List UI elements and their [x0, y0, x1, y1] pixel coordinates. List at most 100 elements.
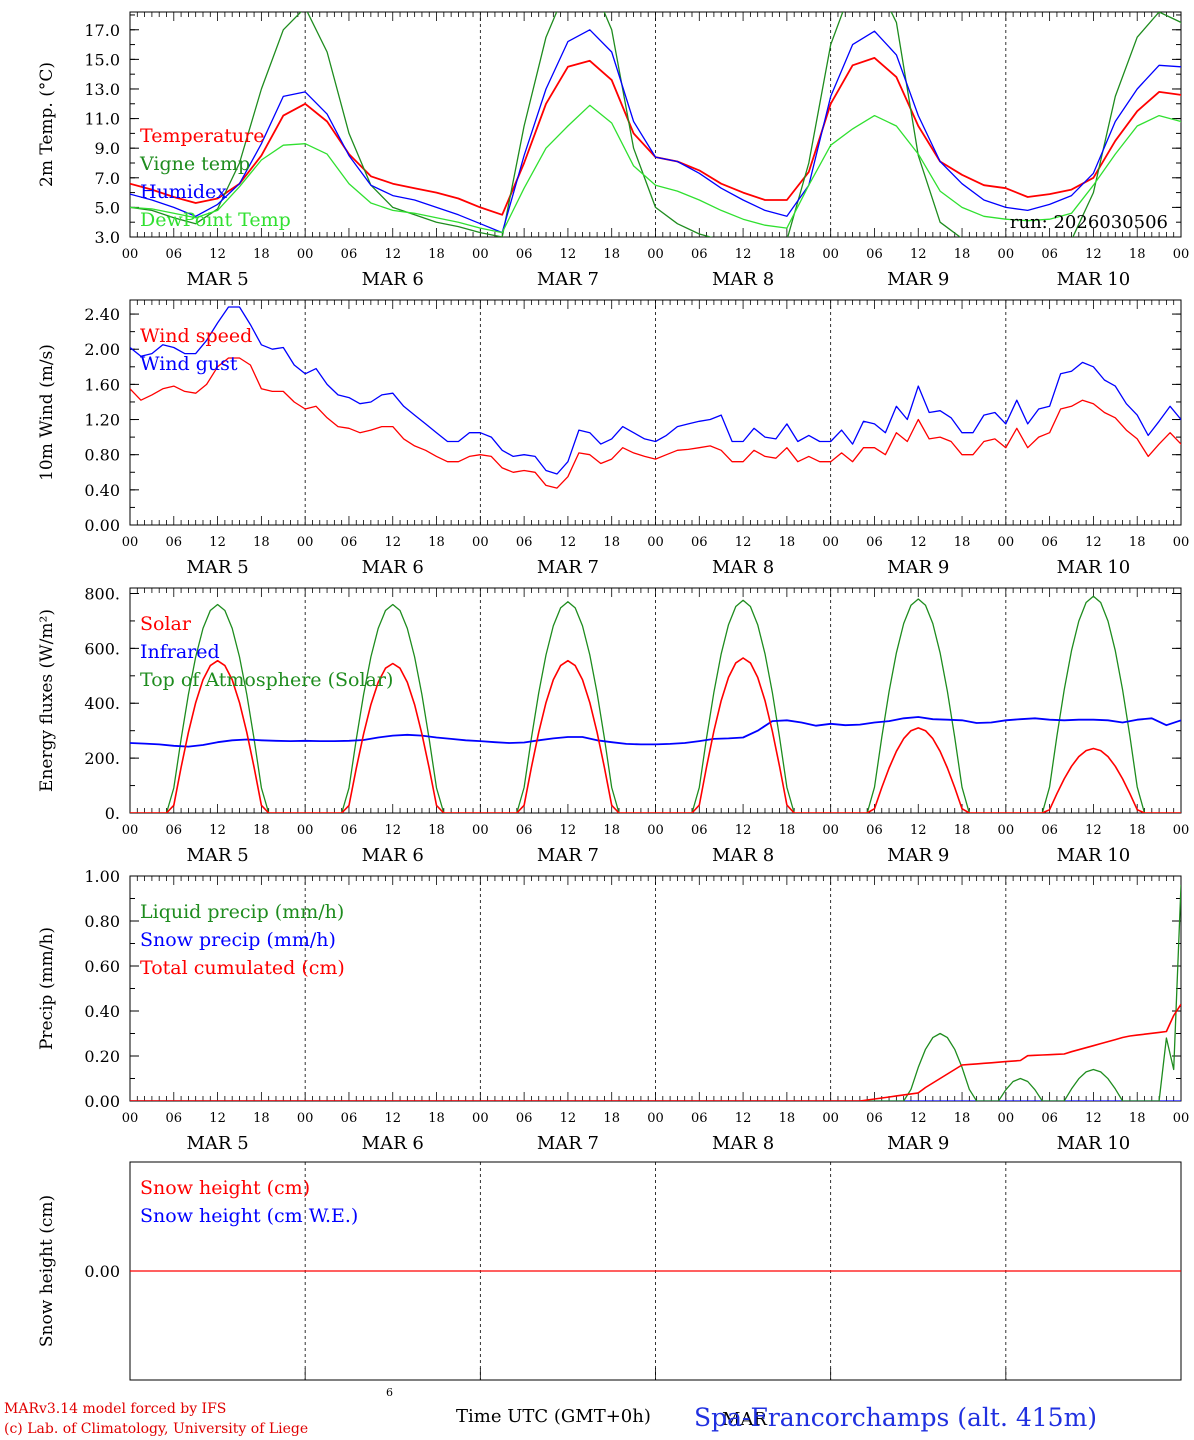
model-credit-line1: MARv3.14 model forced by IFS	[4, 1401, 227, 1417]
x-tick-label: 12	[735, 247, 752, 262]
y-axis-label: Snow height (cm)	[37, 1195, 57, 1347]
y-tick-label: 9.0	[95, 139, 120, 158]
series-humidex	[130, 29, 1181, 234]
x-tick-label: 18	[603, 247, 620, 262]
x-tick-label: 12	[1085, 247, 1102, 262]
x-tick-label: 00	[1173, 1111, 1190, 1126]
x-tick-label: 00	[122, 535, 139, 550]
legend-infrared: Infrared	[140, 641, 220, 663]
y-tick-label: 11.0	[84, 110, 120, 129]
x-tick-label: 06	[516, 535, 533, 550]
y-tick-label: 1.00	[84, 867, 120, 886]
x-tick-label: 00	[1173, 535, 1190, 550]
x-tick-label: 06	[166, 1111, 183, 1126]
x-tick-label: 12	[1085, 1111, 1102, 1126]
series-wind-speed	[130, 357, 1181, 489]
x-tick-label: 00	[998, 1111, 1015, 1126]
x-tick-label: 12	[735, 535, 752, 550]
y-tick-label: 600.	[84, 639, 120, 658]
x-tick-label: 18	[1129, 1111, 1146, 1126]
x-tick-label: 06	[341, 247, 358, 262]
y-tick-label: 0.40	[84, 481, 120, 500]
x-tick-label: 06	[866, 823, 883, 838]
x-tick-label: 18	[253, 823, 270, 838]
x-tick-label: 18	[603, 1111, 620, 1126]
x-tick-label: 12	[735, 1111, 752, 1126]
x-tick-label: 12	[384, 823, 401, 838]
y-axis-label: Precip (mm/h)	[37, 927, 57, 1050]
x-tick-label: 06	[866, 1111, 883, 1126]
x-tick-label: 06	[166, 823, 183, 838]
plot-frame	[129, 299, 1182, 526]
x-tick-label: 18	[603, 535, 620, 550]
x-tick-label: 06	[866, 247, 883, 262]
day-label: MAR 5	[187, 845, 249, 866]
x-tick-label: 18	[1129, 823, 1146, 838]
y-tick-label: 1.60	[84, 375, 120, 394]
run-annotation: run: 2026030506	[1010, 212, 1168, 233]
x-tick-label: 18	[1129, 535, 1146, 550]
y-tick-label: 7.0	[95, 169, 120, 188]
stray-label-mar: MAR	[722, 1409, 767, 1430]
x-tick-label: 12	[384, 247, 401, 262]
x-tick-label: 00	[647, 823, 664, 838]
day-label: MAR 6	[362, 845, 424, 866]
day-label: MAR 6	[362, 557, 424, 578]
legend-temperature: Temperature	[140, 125, 264, 147]
x-tick-label: 18	[954, 535, 971, 550]
series-temperature	[130, 57, 1181, 216]
day-label: MAR 5	[187, 269, 249, 290]
x-tick-label: 18	[779, 535, 796, 550]
day-label: MAR 8	[712, 845, 774, 866]
y-tick-label: 0.80	[84, 912, 120, 931]
y-tick-label: 1.20	[84, 411, 120, 430]
x-tick-label: 00	[1173, 823, 1190, 838]
legend-liquid-precip-mm-h-: Liquid precip (mm/h)	[140, 901, 344, 923]
x-tick-label: 12	[384, 1111, 401, 1126]
y-tick-label: 17.0	[84, 21, 120, 40]
x-tick-label: 18	[253, 1111, 270, 1126]
x-tick-label: 00	[297, 247, 314, 262]
x-tick-label: 06	[866, 535, 883, 550]
x-tick-label: 06	[341, 823, 358, 838]
day-label: MAR 6	[362, 269, 424, 290]
day-label: MAR 5	[187, 1133, 249, 1154]
legend-humidex: Humidex	[140, 181, 227, 203]
x-tick-label: 00	[297, 535, 314, 550]
x-tick-label: 12	[735, 823, 752, 838]
y-tick-label: 800.	[84, 584, 120, 603]
y-tick-label: 0.00	[84, 1262, 120, 1281]
x-tick-label: 18	[954, 1111, 971, 1126]
x-tick-label: 18	[954, 247, 971, 262]
day-label: MAR 7	[537, 269, 599, 290]
panel-5	[129, 1161, 1182, 1381]
x-tick-label: 00	[822, 1111, 839, 1126]
x-tick-label: 06	[691, 1111, 708, 1126]
x-tick-label: 12	[560, 247, 577, 262]
day-label: MAR 9	[887, 1133, 949, 1154]
plot-frame	[129, 587, 1182, 814]
day-label: MAR 7	[537, 845, 599, 866]
day-label: MAR 9	[887, 269, 949, 290]
day-label: MAR 10	[1057, 269, 1131, 290]
x-tick-label: 12	[209, 535, 226, 550]
x-tick-label: 12	[1085, 535, 1102, 550]
x-tick-label: 12	[560, 1111, 577, 1126]
x-tick-label: 06	[1041, 535, 1058, 550]
x-tick-label: 00	[297, 1111, 314, 1126]
x-tick-label: 18	[428, 247, 445, 262]
legend-top-of-atmosphere-solar-: Top of Atmosphere (Solar)	[140, 669, 393, 691]
series-dewpoint-temp	[130, 104, 1181, 234]
x-tick-label: 18	[603, 823, 620, 838]
panel-3	[129, 587, 1182, 814]
x-tick-label: 12	[910, 823, 927, 838]
x-tick-label: 06	[516, 1111, 533, 1126]
y-tick-label: 400.	[84, 694, 120, 713]
x-tick-label: 12	[560, 535, 577, 550]
day-label: MAR 8	[712, 1133, 774, 1154]
x-tick-label: 06	[341, 535, 358, 550]
y-tick-label: 0.40	[84, 1002, 120, 1021]
day-label: MAR 5	[187, 557, 249, 578]
x-tick-label: 18	[954, 823, 971, 838]
